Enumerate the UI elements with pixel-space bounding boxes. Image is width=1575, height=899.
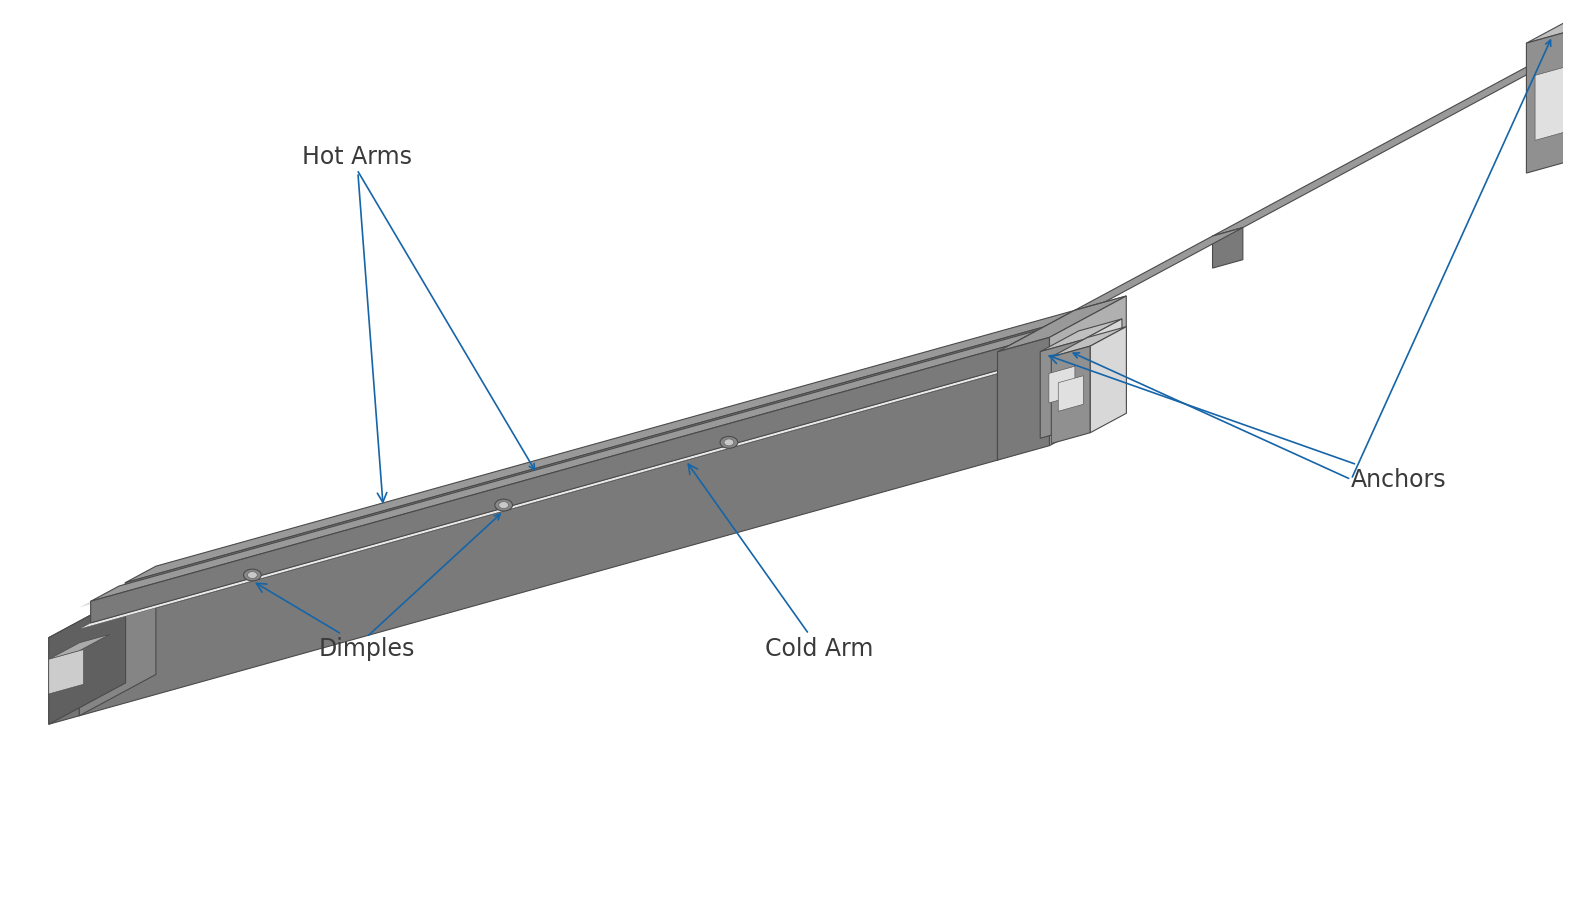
Text: Hot Arms: Hot Arms xyxy=(302,146,411,503)
Polygon shape xyxy=(1084,319,1121,426)
Polygon shape xyxy=(79,332,1074,629)
Polygon shape xyxy=(49,596,126,725)
Text: Cold Arm: Cold Arm xyxy=(688,464,874,661)
Polygon shape xyxy=(1044,313,1096,349)
Polygon shape xyxy=(1213,21,1575,236)
Polygon shape xyxy=(124,327,1044,604)
Polygon shape xyxy=(49,588,156,637)
Polygon shape xyxy=(1213,227,1243,268)
Polygon shape xyxy=(91,345,1010,623)
Polygon shape xyxy=(1536,66,1570,140)
Polygon shape xyxy=(1040,319,1121,352)
Polygon shape xyxy=(997,296,1126,352)
Polygon shape xyxy=(1090,326,1126,432)
Polygon shape xyxy=(79,588,156,716)
Text: Dimples: Dimples xyxy=(257,583,414,661)
Ellipse shape xyxy=(244,569,261,581)
Polygon shape xyxy=(997,332,1074,460)
Polygon shape xyxy=(1074,227,1243,310)
Ellipse shape xyxy=(724,439,734,446)
Polygon shape xyxy=(1040,340,1084,438)
Polygon shape xyxy=(1044,296,1126,327)
Polygon shape xyxy=(1049,296,1126,446)
Polygon shape xyxy=(1051,326,1126,357)
Polygon shape xyxy=(1010,331,1062,368)
Text: Anchors: Anchors xyxy=(1049,354,1447,492)
Polygon shape xyxy=(79,368,1010,629)
Polygon shape xyxy=(1526,0,1575,43)
Polygon shape xyxy=(49,629,79,725)
Ellipse shape xyxy=(247,572,257,578)
Polygon shape xyxy=(49,650,83,694)
Polygon shape xyxy=(997,337,1049,460)
Polygon shape xyxy=(79,345,1010,608)
Polygon shape xyxy=(91,330,1038,601)
Polygon shape xyxy=(1074,302,1104,343)
Polygon shape xyxy=(1051,346,1090,443)
Polygon shape xyxy=(1049,366,1074,403)
Polygon shape xyxy=(120,327,1044,586)
Polygon shape xyxy=(49,635,110,659)
Polygon shape xyxy=(1010,316,1090,345)
Polygon shape xyxy=(79,373,997,716)
Polygon shape xyxy=(1058,376,1084,412)
Ellipse shape xyxy=(720,436,737,449)
Ellipse shape xyxy=(495,499,512,511)
Polygon shape xyxy=(120,349,1044,608)
Polygon shape xyxy=(1526,29,1575,174)
Polygon shape xyxy=(124,310,1074,583)
Ellipse shape xyxy=(499,502,509,509)
